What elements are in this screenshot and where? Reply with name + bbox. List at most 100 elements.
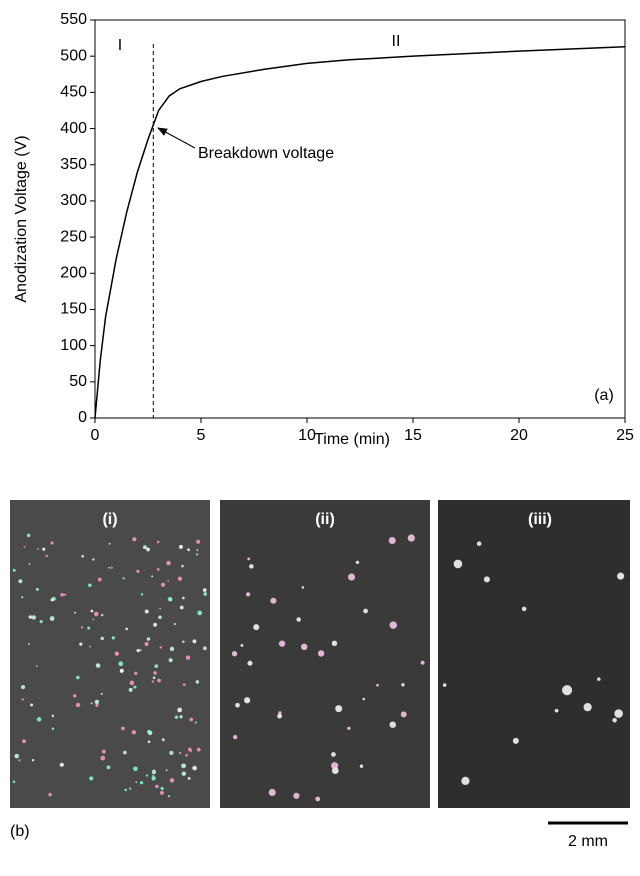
speck [74,611,76,614]
x-tick-label: 10 [298,427,316,444]
speck [169,646,175,652]
y-tick-label: 150 [60,301,87,318]
speck [151,769,157,775]
speck [133,685,137,689]
scale-bar-label: 2 mm [568,833,608,850]
photo [220,500,430,808]
speck [35,665,38,667]
y-tick-label: 0 [78,409,87,426]
annotation: Breakdown voltage [198,145,334,162]
speck [159,646,163,649]
speck [89,776,94,781]
speck [31,615,36,620]
speck [100,755,106,761]
speck [389,621,397,629]
speck [196,549,199,552]
speck [151,575,154,578]
photo-label: (iii) [528,511,552,528]
speck [45,554,48,558]
speck [169,778,175,783]
speck [442,683,447,687]
speck [121,726,125,731]
speck [156,567,160,571]
speck [253,624,260,631]
speck [63,593,67,596]
photo-label: (i) [102,511,117,528]
stage-label: II [392,33,401,50]
speck [160,582,166,587]
speck [139,781,144,785]
speck [167,579,170,582]
speck [88,583,92,587]
speck [355,560,360,565]
speck [400,711,407,718]
speck [335,705,343,713]
speck [151,680,155,683]
speck [39,620,43,624]
speck [92,558,95,561]
speck [240,643,244,647]
speck [331,762,339,770]
speck [249,564,254,569]
speck [100,613,104,617]
speck [179,751,182,755]
speck [196,747,201,752]
photo-panels [10,500,630,808]
speck [247,557,251,561]
speck [60,592,64,597]
y-tick-label: 200 [60,264,87,281]
speck [159,607,161,610]
speck [73,694,77,698]
speck [79,642,83,646]
speck [315,796,321,802]
speck [300,643,308,651]
speck [168,795,171,798]
speck [158,615,162,620]
speck [80,626,84,629]
speck [129,680,135,686]
speck [76,675,80,680]
y-tick-label: 500 [60,47,87,64]
y-tick-label: 350 [60,156,87,173]
speck [35,587,39,591]
x-tick-label: 5 [197,427,206,444]
speck [168,658,173,663]
speck [231,651,238,657]
speck [174,715,179,719]
y-tick-label: 550 [60,11,87,28]
speck [108,542,111,545]
speck [18,579,23,584]
speck [235,702,240,708]
x-tick-label: 25 [616,427,634,444]
speck [562,685,573,696]
speck [376,683,379,687]
speck [202,588,207,592]
speck [401,683,405,687]
speck [293,792,300,799]
y-tick-label: 450 [60,84,87,101]
speck [165,769,168,772]
annotation-arrow [157,127,196,149]
speck [347,726,351,731]
speck [75,702,81,708]
speck [22,739,26,744]
speck [177,707,183,713]
speck [195,680,200,684]
speck [177,576,183,581]
speck [95,663,101,668]
speck [167,596,173,602]
speck [92,618,95,621]
speck [612,718,617,723]
speck [194,721,197,724]
speck [247,660,253,666]
speck [106,765,111,770]
panel-label: (b) [10,823,30,840]
speck [28,615,33,619]
speck [50,541,54,545]
stage-label: I [118,37,122,54]
speck [21,596,24,599]
speck [169,750,174,755]
speck [21,685,26,690]
y-tick-label: 50 [69,373,87,390]
